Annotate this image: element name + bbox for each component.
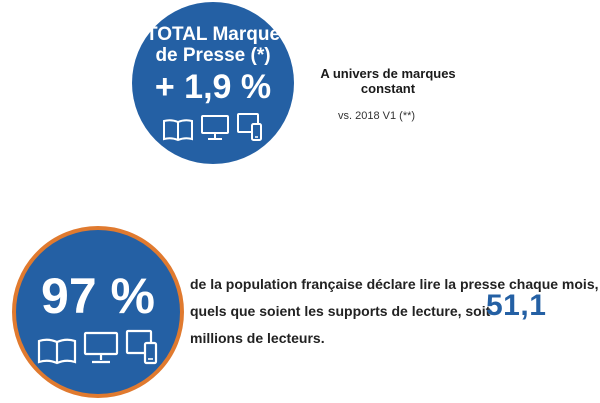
side-note-sub: vs. 2018 V1 (**) [338, 110, 416, 122]
top-stat-value: + 1,9 % [154, 68, 272, 106]
description-line2: quels que soient les supports de lecture… [190, 303, 491, 319]
book-icon [163, 119, 193, 142]
tablet-phone-icon [237, 113, 262, 141]
tablet-phone-icon [125, 329, 158, 365]
side-note-heading: A univers de marques constant [320, 66, 456, 96]
top-stat-title-line2: de Presse (*) [155, 45, 271, 66]
top-stat-title-line1: TOTAL Marque [145, 24, 281, 45]
book-icon [37, 338, 77, 365]
readers-millions-value: 51,1 [486, 289, 547, 322]
description-line1: de la population française déclare lire … [190, 276, 599, 292]
bottom-stat-circle: 97 % [12, 226, 184, 398]
monitor-icon [83, 331, 119, 364]
description-line3: millions de lecteurs. [190, 330, 325, 346]
monitor-icon [201, 115, 229, 140]
top-stat-icons [162, 112, 264, 142]
bottom-stat-icons [37, 329, 159, 365]
top-stat-circle: TOTAL Marque de Presse (*) + 1,9 % [132, 2, 294, 164]
description-text: de la population française déclare lire … [190, 271, 599, 352]
bottom-stat-value: 97 % [41, 268, 155, 324]
